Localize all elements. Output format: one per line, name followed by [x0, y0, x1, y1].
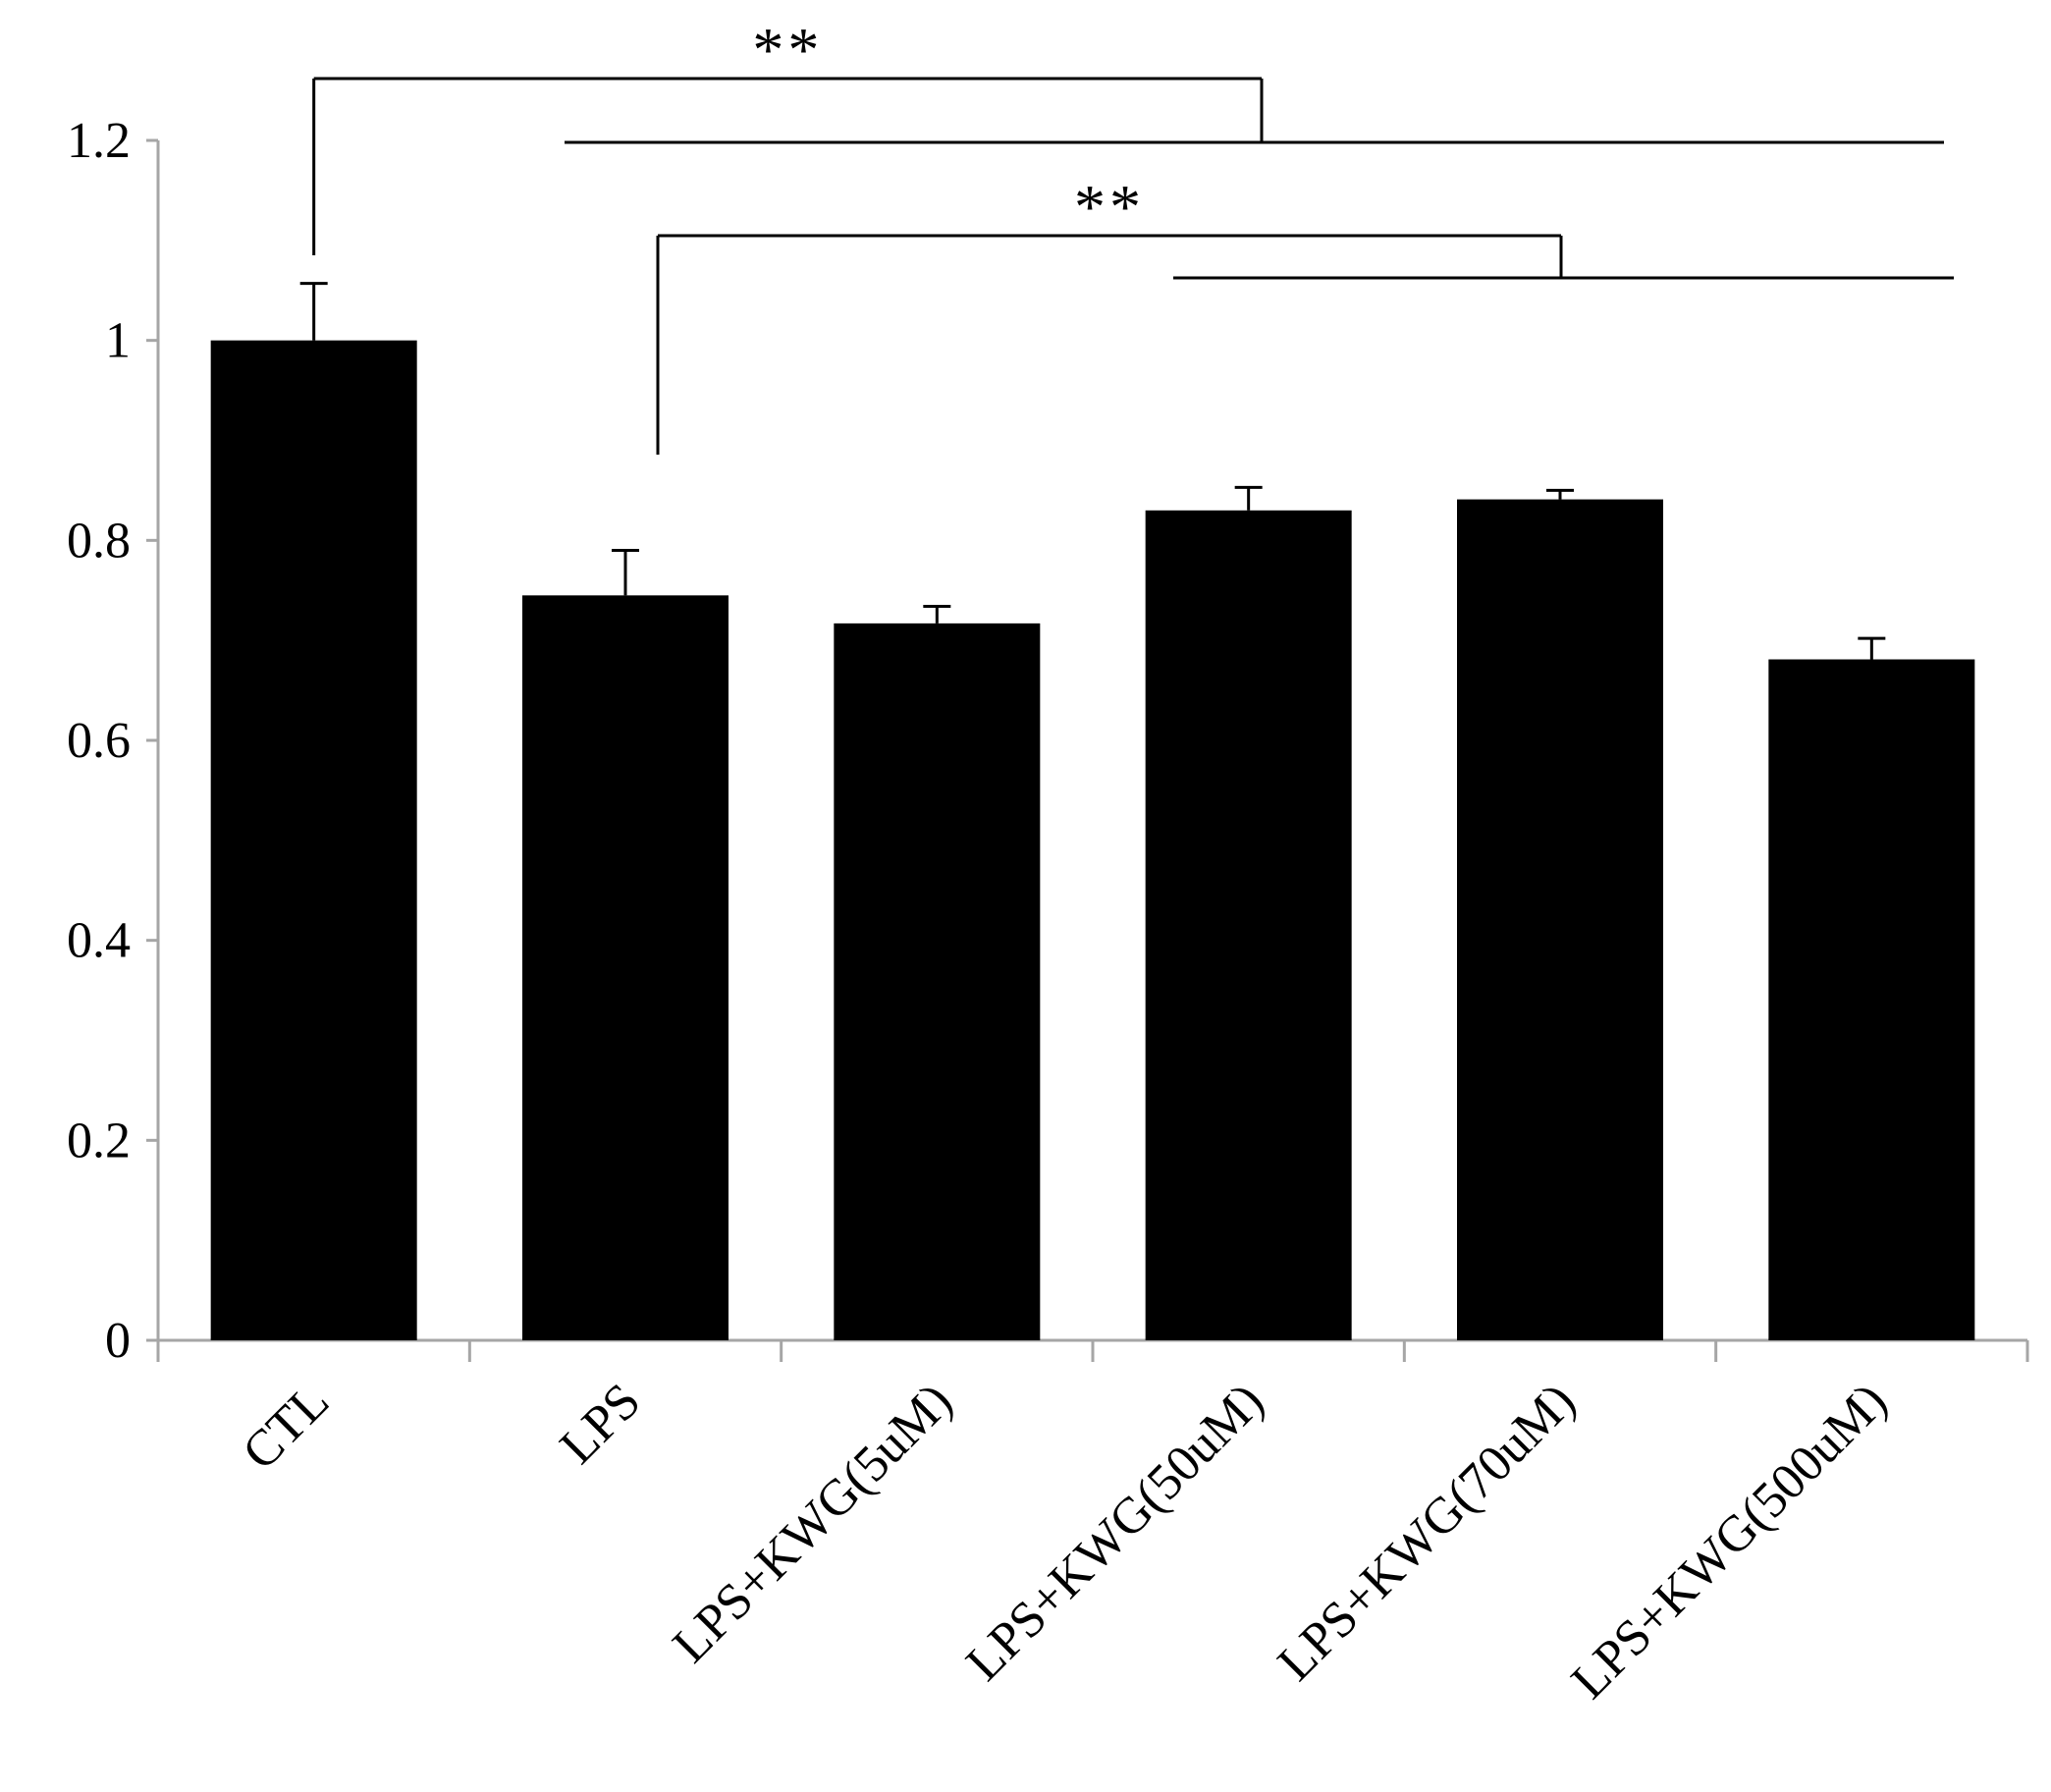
significance-label: **	[1074, 172, 1145, 242]
bar-lps-kwg-5um	[834, 623, 1041, 1340]
bar-lps-kwg-50um	[1145, 510, 1352, 1340]
bar-lps-kwg-500um	[1768, 659, 1975, 1340]
x-category-label: LPS+KWG(5uM)	[663, 1373, 963, 1673]
x-category-label: CTL	[232, 1373, 340, 1481]
significance-brackets: ** **	[312, 15, 1954, 455]
bar-ctl	[210, 340, 417, 1341]
y-tick-label: 0	[105, 1313, 131, 1369]
y-tick-label: 0.4	[67, 913, 131, 969]
y-tick-label: 0.2	[67, 1113, 131, 1168]
axes	[156, 140, 2027, 1342]
y-tick-label: 1.2	[67, 113, 131, 169]
y-tick-label: 0.6	[67, 713, 131, 769]
x-category-label: LPS+KWG(50uM)	[956, 1373, 1275, 1692]
y-tick-label: 1	[105, 313, 131, 369]
bars	[210, 282, 1975, 1341]
x-category-label: LPS	[550, 1373, 652, 1475]
x-category-label: LPS+KWG(70uM)	[1268, 1373, 1587, 1692]
y-tick-label: 0.8	[67, 513, 131, 569]
bar-lps-kwg-70um	[1457, 499, 1663, 1340]
y-axis-ticks: 0 0.2 0.4 0.6 0.8 1 1.2	[67, 113, 158, 1369]
significance-label: **	[752, 15, 823, 84]
bar-lps	[522, 595, 729, 1340]
x-axis-ticks: CTL LPS LPS+KWG(5uM)LPS+KWG(50uM)LPS+KWG(7…	[156, 1340, 2029, 1710]
x-category-label: LPS+KWG(500uM)	[1561, 1373, 1898, 1710]
